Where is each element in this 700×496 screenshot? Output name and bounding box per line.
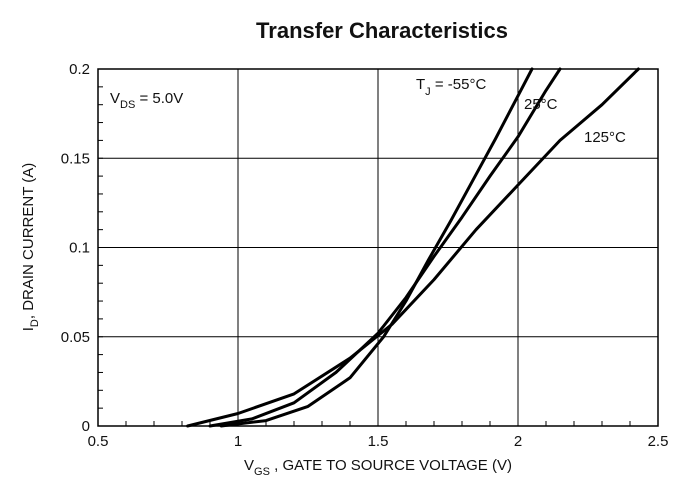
ylabel-main: I	[20, 327, 37, 331]
x-tick-label-1: 1	[234, 433, 242, 450]
chart-title: Transfer Characteristics	[256, 18, 508, 43]
tj-sub: J	[425, 86, 431, 98]
y-tick-label-0: 0	[82, 418, 90, 435]
vds-sub: DS	[120, 99, 135, 111]
series-label-25: 25°C	[524, 96, 558, 113]
x-tick-label-3: 2	[514, 433, 522, 450]
plot-frame	[97, 68, 659, 427]
y-tick-label-4: 0.2	[69, 61, 90, 78]
y-tick-label-2: 0.1	[69, 240, 90, 257]
x-tick-label-0: 0.5	[88, 433, 109, 450]
series-line-1	[208, 67, 562, 428]
y-tick-label-1: 0.05	[61, 329, 90, 346]
vds-annotation: VDS = 5.0V	[110, 90, 183, 111]
vds-main: V	[110, 90, 120, 107]
tj-rest: = -55°C	[431, 76, 487, 93]
xlabel-sub: GS	[254, 466, 270, 478]
vds-rest: = 5.0V	[135, 90, 183, 107]
tj-main: T	[416, 76, 425, 93]
series-label-minus55: TJ = -55°C	[416, 76, 486, 98]
xlabel-rest: , GATE TO SOURCE VOLTAGE (V)	[270, 457, 512, 474]
minor-ticks	[98, 86, 631, 426]
x-tick-label-2: 1.5	[368, 433, 389, 450]
x-axis-label: VGS , GATE TO SOURCE VOLTAGE (V)	[244, 457, 512, 478]
xlabel-main: V	[244, 457, 254, 474]
series-label-125: 125°C	[584, 129, 626, 146]
y-axis-label: ID, DRAIN CURRENT (A)	[20, 163, 41, 332]
curves	[186, 67, 640, 428]
tick-labels: 0.5 1 1.5 2 2.5 0 0.05 0.1 0.15 0.2	[61, 61, 669, 450]
x-tick-label-4: 2.5	[648, 433, 669, 450]
series-line-2	[186, 67, 640, 428]
grid-lines	[97, 68, 659, 427]
ylabel-sub: D	[29, 319, 41, 327]
ylabel-rest: , DRAIN CURRENT (A)	[20, 163, 37, 319]
y-tick-label-3: 0.15	[61, 150, 90, 167]
